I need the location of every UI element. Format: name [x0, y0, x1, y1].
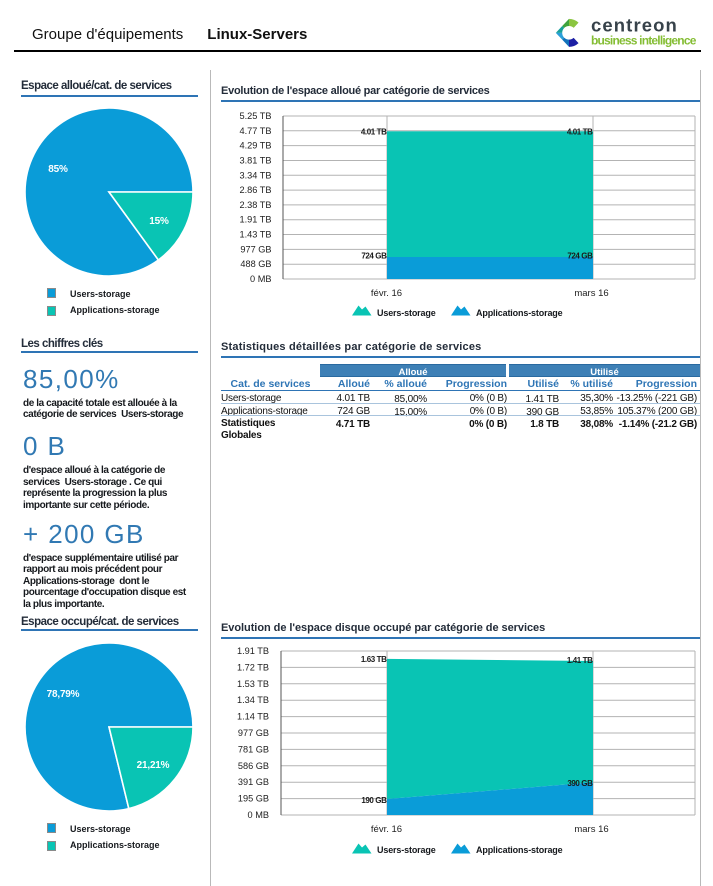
svg-text:3.34 TB: 3.34 TB	[239, 170, 271, 180]
svg-text:724 GB: 724 GB	[361, 251, 387, 260]
svg-text:586 GB: 586 GB	[238, 761, 269, 771]
svg-text:Users-storage: Users-storage	[377, 845, 436, 855]
svg-text:mars 16: mars 16	[574, 824, 608, 835]
svg-text:1.14 TB: 1.14 TB	[237, 712, 269, 722]
svg-text:190 GB: 190 GB	[361, 796, 387, 805]
svg-text:3.81 TB: 3.81 TB	[239, 156, 271, 166]
svg-text:1.63 TB: 1.63 TB	[361, 655, 387, 664]
svg-text:781 GB: 781 GB	[238, 744, 269, 754]
svg-text:4.77 TB: 4.77 TB	[239, 126, 271, 136]
svg-text:0 MB: 0 MB	[250, 274, 271, 284]
svg-text:21,21%: 21,21%	[137, 760, 170, 771]
svg-text:85%: 85%	[48, 164, 68, 175]
svg-text:1.34 TB: 1.34 TB	[237, 695, 269, 705]
svg-text:4.29 TB: 4.29 TB	[239, 141, 271, 151]
svg-text:1.53 TB: 1.53 TB	[237, 679, 269, 689]
svg-text:977 GB: 977 GB	[240, 244, 271, 254]
svg-text:0 MB: 0 MB	[248, 810, 269, 820]
svg-text:4.01 TB: 4.01 TB	[567, 127, 593, 136]
svg-text:Applications-storage: Applications-storage	[476, 308, 563, 318]
svg-text:centreon: centreon	[591, 17, 678, 36]
svg-text:mars 16: mars 16	[574, 288, 608, 299]
svg-text:févr. 16: févr. 16	[371, 824, 402, 835]
svg-text:févr. 16: févr. 16	[371, 288, 402, 299]
svg-text:977 GB: 977 GB	[238, 728, 269, 738]
svg-text:1.43 TB: 1.43 TB	[239, 230, 271, 240]
svg-text:4.01 TB: 4.01 TB	[361, 127, 387, 136]
svg-text:2.38 TB: 2.38 TB	[239, 200, 271, 210]
svg-text:390 GB: 390 GB	[567, 779, 593, 788]
svg-text:business intelligence: business intelligence	[591, 34, 697, 48]
svg-text:195 GB: 195 GB	[238, 794, 269, 804]
svg-text:488 GB: 488 GB	[240, 259, 271, 269]
svg-text:15%: 15%	[149, 216, 169, 227]
svg-text:2.86 TB: 2.86 TB	[239, 185, 271, 195]
svg-text:5.25 TB: 5.25 TB	[239, 111, 271, 121]
svg-text:1.41 TB: 1.41 TB	[567, 656, 593, 665]
svg-text:1.91 TB: 1.91 TB	[239, 215, 271, 225]
svg-text:1.72 TB: 1.72 TB	[237, 662, 269, 672]
svg-text:724 GB: 724 GB	[567, 251, 593, 260]
svg-text:391 GB: 391 GB	[238, 777, 269, 787]
svg-text:Users-storage: Users-storage	[377, 308, 436, 318]
svg-text:78,79%: 78,79%	[47, 689, 80, 700]
svg-text:Applications-storage: Applications-storage	[476, 845, 563, 855]
svg-text:1.91 TB: 1.91 TB	[237, 646, 269, 656]
